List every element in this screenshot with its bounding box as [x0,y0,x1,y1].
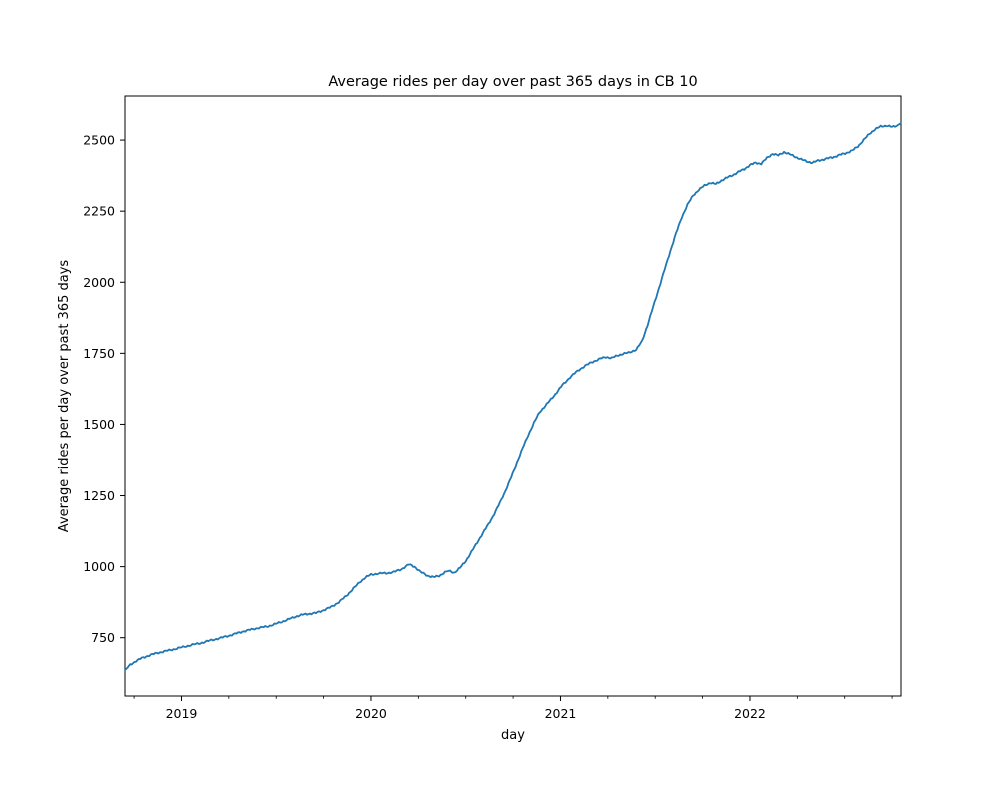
plot-border [124,95,902,697]
series-line [124,122,902,672]
y-tick-label: 2250 [83,204,115,219]
x-axis-ticks: 2019 2020 2021 2022 [133,696,893,721]
x-tick-label: 2021 [545,706,577,721]
x-tick-label: 2022 [734,706,766,721]
y-tick-label: 1000 [83,559,115,574]
y-tick-label: 1500 [83,417,115,432]
y-axis-label: Average rides per day over past 365 days [57,260,72,533]
x-tick-label: 2020 [355,706,387,721]
y-tick-label: 2500 [83,133,115,148]
y-tick-label: 1250 [83,488,115,503]
chart-title: Average rides per day over past 365 days… [328,74,697,90]
y-tick-label: 750 [91,630,115,645]
x-axis-label: day [501,728,525,743]
y-axis-ticks: 750 1000 1250 1500 1750 2000 2250 2500 [83,133,125,645]
y-tick-label: 2000 [83,275,115,290]
y-tick-label: 1750 [83,346,115,361]
x-tick-label: 2019 [166,706,198,721]
